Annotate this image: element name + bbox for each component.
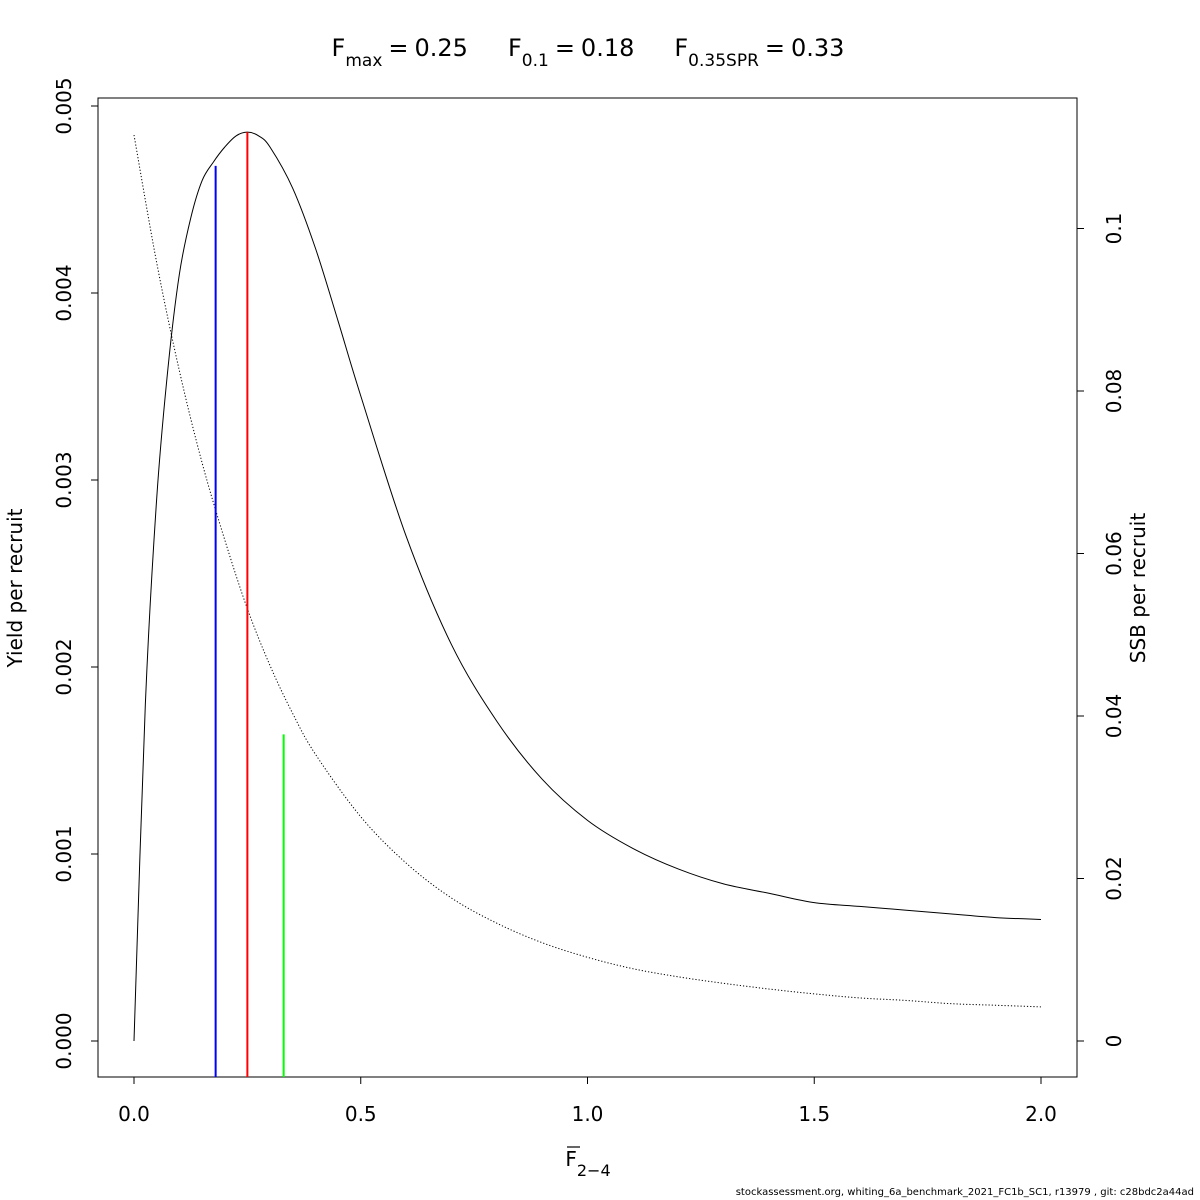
series-layer	[133, 131, 1042, 1042]
y-left-tick-label: 0.001	[52, 825, 76, 882]
title-fspr-base: F	[674, 34, 688, 62]
yield-per-recruit-curve	[133, 131, 1042, 1042]
plot-frame	[97, 97, 1078, 1078]
title-f01-sub: 0.1	[522, 51, 549, 71]
title-fspr-sub: 0.35SPR	[688, 51, 759, 71]
footer-credit: stockassessment.org, whiting_6a_benchmar…	[735, 1187, 1194, 1198]
x-axis-label-base: F	[565, 1147, 577, 1171]
y-left-tick-label: 0.004	[52, 264, 76, 321]
y-right-tick-label: 0.04	[1102, 694, 1126, 739]
y-left-tick-label: 0.000	[52, 1012, 76, 1069]
x-axis: 0.0 0.5 1.0 1.5 2.0	[118, 1076, 1057, 1126]
title-fspr-value: 0.33	[791, 34, 844, 62]
title-fmax-value: 0.25	[415, 34, 468, 62]
y-axis-right: 0 0.02 0.04 0.06 0.08 0.1	[1076, 213, 1126, 1048]
y-left-tick-label: 0.003	[52, 451, 76, 508]
x-axis-label-sub: 2−4	[577, 1161, 611, 1180]
reference-lines	[214, 132, 285, 1077]
y-right-tick-label: 0.02	[1102, 856, 1126, 901]
y-left-tick-label: 0.002	[52, 638, 76, 695]
x-tick-label: 1.0	[572, 1102, 604, 1126]
x-tick-label: 0.5	[345, 1102, 377, 1126]
chart-title: Fmax = 0.25 F0.1 = 0.18 F0.35SPR = 0.33	[332, 34, 845, 71]
y-right-tick-label: 0.08	[1102, 369, 1126, 414]
title-fmax-sub: max	[345, 51, 382, 71]
ssb-per-recruit-curve	[133, 134, 1042, 1008]
title-f01-base: F	[508, 34, 522, 62]
y-right-tick-label: 0	[1102, 1035, 1126, 1048]
x-tick-label: 2.0	[1025, 1102, 1057, 1126]
title-fmax-base: F	[332, 34, 346, 62]
y-right-tick-label: 0.06	[1102, 531, 1126, 576]
y-left-tick-label: 0.005	[52, 77, 76, 134]
y-axis-left: 0.000 0.001 0.002 0.003 0.004 0.005	[52, 77, 99, 1070]
x-tick-label: 1.5	[798, 1102, 830, 1126]
x-tick-label: 0.0	[118, 1102, 150, 1126]
y-axis-label-left: Yield per recruit	[3, 508, 27, 668]
title-f01-value: 0.18	[581, 34, 634, 62]
y-right-tick-label: 0.1	[1102, 213, 1126, 245]
y-axis-label-right: SSB per recruit	[1126, 513, 1150, 664]
x-axis-label: F2−4	[565, 1147, 610, 1180]
